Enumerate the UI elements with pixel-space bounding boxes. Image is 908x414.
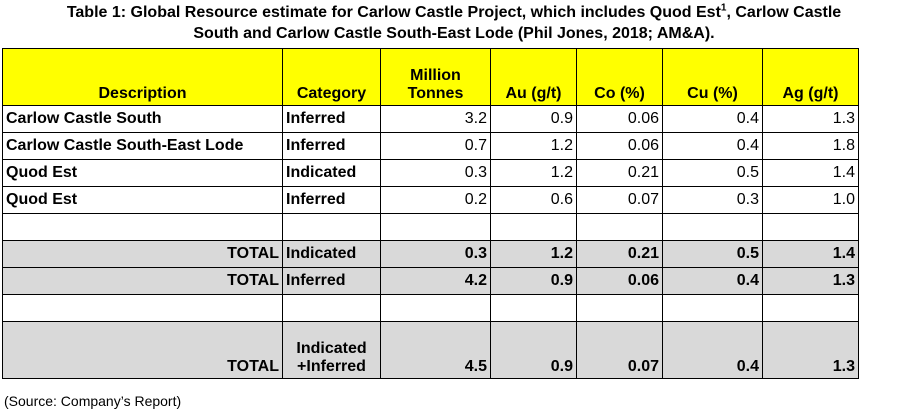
- total-label: TOTAL: [2, 267, 283, 295]
- header-au: Au (g/t): [490, 48, 577, 106]
- row-au: 1.2: [490, 159, 577, 187]
- total-cu: 0.4: [662, 267, 763, 295]
- header-category: Category: [282, 48, 381, 106]
- table-row: Carlow Castle South-East Lode Inferred 0…: [2, 132, 859, 160]
- header-tonnes-line1: Million: [410, 67, 461, 84]
- row-category: Inferred: [282, 186, 381, 214]
- row-tonnes: 0.7: [380, 132, 491, 160]
- row-category: Indicated: [282, 159, 381, 187]
- grand-total-category-line2: +Inferred: [297, 358, 366, 375]
- header-tonnes: Million Tonnes: [380, 48, 491, 106]
- blank-row: [2, 294, 859, 322]
- row-cu: 0.5: [662, 159, 763, 187]
- source-note: (Source: Company’s Report): [4, 393, 182, 409]
- total-tonnes: 4.2: [380, 267, 491, 295]
- blank-cell: [2, 213, 283, 241]
- row-ag: 1.3: [762, 105, 859, 133]
- total-co: 0.06: [576, 267, 663, 295]
- total-row: TOTAL Indicated 0.3 1.2 0.21 0.5 1.4: [2, 240, 859, 268]
- grand-total-au: 0.9: [490, 321, 577, 379]
- blank-cell: [576, 294, 663, 322]
- row-description: Carlow Castle South: [2, 105, 283, 133]
- total-co: 0.21: [576, 240, 663, 268]
- grand-total-row: TOTAL Indicated +Inferred 4.5 0.9 0.07 0.…: [2, 321, 859, 379]
- grand-total-cu: 0.4: [662, 321, 763, 379]
- table-row: Carlow Castle South Inferred 3.2 0.9 0.0…: [2, 105, 859, 133]
- grand-total-co: 0.07: [576, 321, 663, 379]
- total-cu: 0.5: [662, 240, 763, 268]
- grand-total-category-line1: Indicated: [296, 340, 367, 357]
- grand-total-ag: 1.3: [762, 321, 859, 379]
- row-au: 0.9: [490, 105, 577, 133]
- blank-cell: [2, 294, 283, 322]
- row-cu: 0.4: [662, 105, 763, 133]
- blank-cell: [576, 213, 663, 241]
- total-ag: 1.4: [762, 240, 859, 268]
- blank-cell: [490, 213, 577, 241]
- blank-cell: [282, 294, 381, 322]
- blank-cell: [662, 213, 763, 241]
- row-au: 0.6: [490, 186, 577, 214]
- title-line1-text: Table 1: Global Resource estimate for Ca…: [66, 4, 721, 21]
- title-line1-end: , Carlow Castle: [726, 4, 842, 21]
- row-description: Carlow Castle South-East Lode: [2, 132, 283, 160]
- row-cu: 0.3: [662, 186, 763, 214]
- blank-cell: [762, 213, 859, 241]
- header-ag: Ag (g/t): [762, 48, 859, 106]
- blank-cell: [662, 294, 763, 322]
- total-category: Indicated: [282, 240, 381, 268]
- row-ag: 1.8: [762, 132, 859, 160]
- header-description: Description: [2, 48, 283, 106]
- footnote-marker: 1: [720, 2, 727, 14]
- header-tonnes-line2: Tonnes: [407, 85, 464, 102]
- blank-cell: [490, 294, 577, 322]
- row-co: 0.06: [576, 132, 663, 160]
- blank-row: [2, 213, 859, 241]
- blank-cell: [282, 213, 381, 241]
- grand-total-tonnes: 4.5: [380, 321, 491, 379]
- row-ag: 1.0: [762, 186, 859, 214]
- row-tonnes: 0.3: [380, 159, 491, 187]
- grand-total-label: TOTAL: [2, 321, 283, 379]
- total-au: 0.9: [490, 267, 577, 295]
- row-tonnes: 3.2: [380, 105, 491, 133]
- total-au: 1.2: [490, 240, 577, 268]
- row-description: Quod Est: [2, 186, 283, 214]
- row-au: 1.2: [490, 132, 577, 160]
- total-label: TOTAL: [2, 240, 283, 268]
- blank-cell: [380, 294, 491, 322]
- row-cu: 0.4: [662, 132, 763, 160]
- total-tonnes: 0.3: [380, 240, 491, 268]
- row-category: Inferred: [282, 132, 381, 160]
- row-description: Quod Est: [2, 159, 283, 187]
- table-title: Table 1: Global Resource estimate for Ca…: [0, 2, 908, 44]
- grand-total-category: Indicated +Inferred: [282, 321, 381, 379]
- total-category: Inferred: [282, 267, 381, 295]
- table-row: Quod Est Inferred 0.2 0.6 0.07 0.3 1.0: [2, 186, 859, 214]
- table-row: Quod Est Indicated 0.3 1.2 0.21 0.5 1.4: [2, 159, 859, 187]
- row-category: Inferred: [282, 105, 381, 133]
- row-co: 0.06: [576, 105, 663, 133]
- resource-table: Description Category Million Tonnes Au (g…: [2, 48, 859, 379]
- blank-cell: [762, 294, 859, 322]
- header-co: Co (%): [576, 48, 663, 106]
- header-cu: Cu (%): [662, 48, 763, 106]
- row-tonnes: 0.2: [380, 186, 491, 214]
- row-co: 0.21: [576, 159, 663, 187]
- title-line2-text: South and Carlow Castle South-East Lode …: [193, 25, 715, 42]
- total-row: TOTAL Inferred 4.2 0.9 0.06 0.4 1.3: [2, 267, 859, 295]
- blank-cell: [380, 213, 491, 241]
- row-ag: 1.4: [762, 159, 859, 187]
- row-co: 0.07: [576, 186, 663, 214]
- total-ag: 1.3: [762, 267, 859, 295]
- header-row: Description Category Million Tonnes Au (g…: [2, 48, 859, 106]
